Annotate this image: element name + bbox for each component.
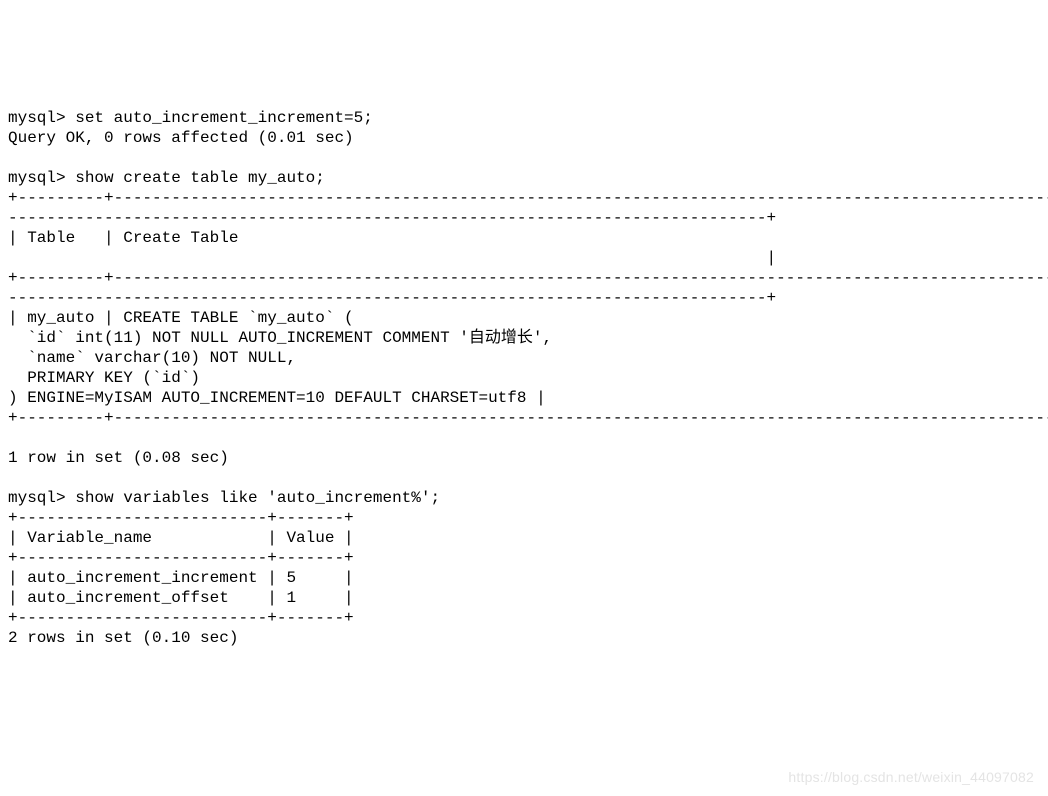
terminal-line: +--------------------------+-------+ bbox=[8, 549, 354, 567]
terminal-line: +---------+-----------------------------… bbox=[8, 189, 1048, 207]
terminal-line: +---------+-----------------------------… bbox=[8, 269, 1048, 287]
terminal-line: +---------+-----------------------------… bbox=[8, 409, 1048, 427]
terminal-line: mysql> show create table my_auto; bbox=[8, 169, 325, 187]
terminal-line: `name` varchar(10) NOT NULL, bbox=[8, 349, 296, 367]
csdn-watermark: https://blog.csdn.net/weixin_44097082 bbox=[788, 769, 1034, 787]
terminal-line: ) ENGINE=MyISAM AUTO_INCREMENT=10 DEFAUL… bbox=[8, 389, 546, 407]
terminal-line: `id` int(11) NOT NULL AUTO_INCREMENT COM… bbox=[8, 329, 552, 347]
terminal-line: | Variable_name | Value | bbox=[8, 529, 354, 547]
terminal-line: mysql> show variables like 'auto_increme… bbox=[8, 489, 440, 507]
terminal-line: mysql> set auto_increment_increment=5; bbox=[8, 109, 373, 127]
terminal-line: +--------------------------+-------+ bbox=[8, 609, 354, 627]
terminal-line: 1 row in set (0.08 sec) bbox=[8, 449, 229, 467]
terminal-line: | Table | Create Table bbox=[8, 229, 238, 247]
terminal-line: PRIMARY KEY (`id`) bbox=[8, 369, 200, 387]
terminal-line: 2 rows in set (0.10 sec) bbox=[8, 629, 238, 647]
terminal-line: ----------------------------------------… bbox=[8, 289, 776, 307]
terminal-line: +--------------------------+-------+ bbox=[8, 509, 354, 527]
terminal-line: | my_auto | CREATE TABLE `my_auto` ( bbox=[8, 309, 354, 327]
terminal-line: ----------------------------------------… bbox=[8, 209, 776, 227]
terminal-line: | bbox=[8, 249, 776, 267]
terminal-line: | auto_increment_increment | 5 | bbox=[8, 569, 354, 587]
terminal-line: Query OK, 0 rows affected (0.01 sec) bbox=[8, 129, 354, 147]
terminal-line: | auto_increment_offset | 1 | bbox=[8, 589, 354, 607]
mysql-terminal-output: mysql> set auto_increment_increment=5; Q… bbox=[8, 88, 1040, 648]
